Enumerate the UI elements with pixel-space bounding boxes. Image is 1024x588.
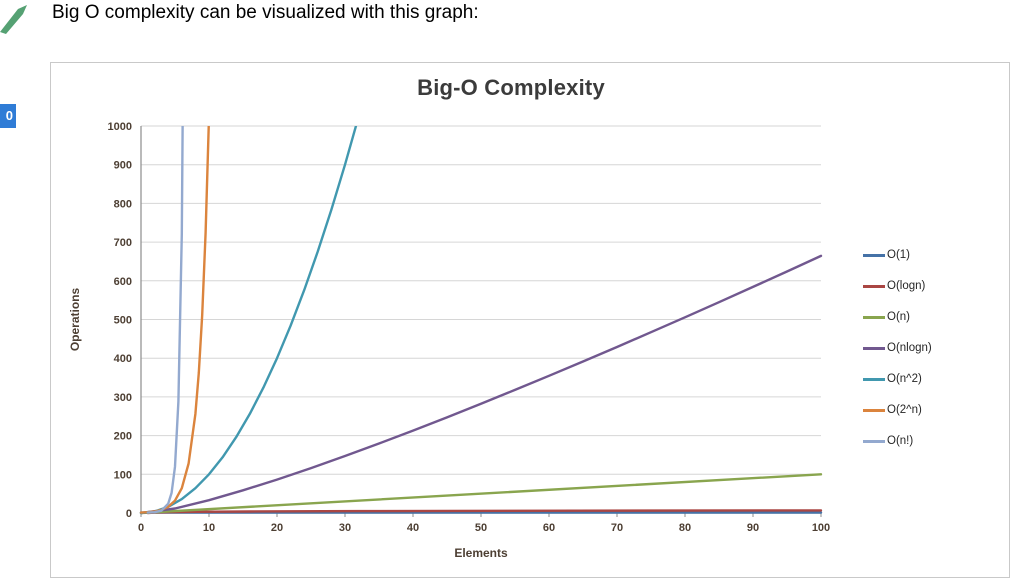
legend-label: O(n!) — [887, 435, 914, 447]
y-tick-label: 800 — [114, 198, 132, 210]
y-tick-label: 600 — [114, 276, 132, 288]
x-tick-label: 60 — [543, 522, 555, 534]
chart-container: Big-O Complexity 0 100 200 300 400 500 600 700 8… — [50, 62, 1010, 578]
legend-label: O(nlogn) — [887, 342, 932, 354]
x-tick-label: 70 — [611, 522, 623, 534]
y-tick-label: 900 — [114, 160, 132, 172]
legend-item-o-logn: O(logn) — [863, 280, 932, 292]
x-tick-label: 40 — [407, 522, 419, 534]
legend-item-o-nlogn: O(nlogn) — [863, 342, 932, 354]
legend-swatch — [863, 439, 885, 443]
green-arrow-icon — [0, 5, 27, 34]
series-line-o-n — [139, 473, 823, 515]
y-axis-title: Operations — [68, 288, 82, 352]
y-tick-label: 1000 — [108, 121, 132, 133]
legend-swatch — [863, 284, 885, 288]
legend-label: O(2^n) — [887, 404, 922, 416]
legend-swatch — [863, 253, 885, 257]
chart-legend: O(1) O(logn) O(n) O(nlogn) O(n^2) O(2^n) O(n!) — [863, 249, 932, 447]
chart-title: Big-O Complexity — [417, 75, 605, 100]
x-tick-label: 50 — [475, 522, 487, 534]
y-tick-label: 700 — [114, 237, 132, 249]
x-tick-label: 80 — [679, 522, 691, 534]
series-line-o-n-2 — [139, 126, 358, 515]
legend-label: O(n) — [887, 311, 910, 323]
x-tick-label: 20 — [271, 522, 283, 534]
page-heading: Big O complexity can be visualized with … — [52, 2, 479, 23]
series-line-o-nlogn — [139, 254, 823, 515]
x-axis-title: Elements — [454, 546, 508, 560]
y-tick-label: 400 — [114, 353, 132, 365]
y-tick-label: 0 — [126, 508, 132, 520]
legend-item-o-1: O(1) — [863, 249, 932, 261]
y-tick-label: 200 — [114, 431, 132, 443]
y-tick-label: 500 — [114, 315, 132, 327]
legend-swatch — [863, 346, 885, 350]
y-tick-label: 100 — [114, 469, 132, 481]
legend-swatch — [863, 408, 885, 412]
legend-item-o-n: O(n) — [863, 311, 932, 323]
legend-swatch — [863, 377, 885, 381]
legend-label: O(1) — [887, 249, 910, 261]
legend-label: O(logn) — [887, 280, 926, 292]
legend-swatch — [863, 315, 885, 319]
y-tick-label: 300 — [114, 392, 132, 404]
legend-item-o-n-2: O(n^2) — [863, 373, 932, 385]
legend-item-o-n: O(n!) — [863, 435, 932, 447]
legend-label: O(n^2) — [887, 373, 922, 385]
x-tick-label: 100 — [812, 522, 830, 534]
x-tick-label: 90 — [747, 522, 759, 534]
score-badge: 0 — [0, 104, 16, 128]
legend-item-o-2-n: O(2^n) — [863, 404, 932, 416]
series-line-o-n — [146, 126, 184, 514]
plot-area: 0 100 200 300 400 500 600 700 800 900 1000 0 10 20 30 4… — [68, 121, 830, 560]
x-tick-label: 30 — [339, 522, 351, 534]
green-arrow-shape — [0, 5, 27, 34]
x-tick-label: 10 — [203, 522, 215, 534]
x-tick-label: 0 — [138, 522, 144, 534]
